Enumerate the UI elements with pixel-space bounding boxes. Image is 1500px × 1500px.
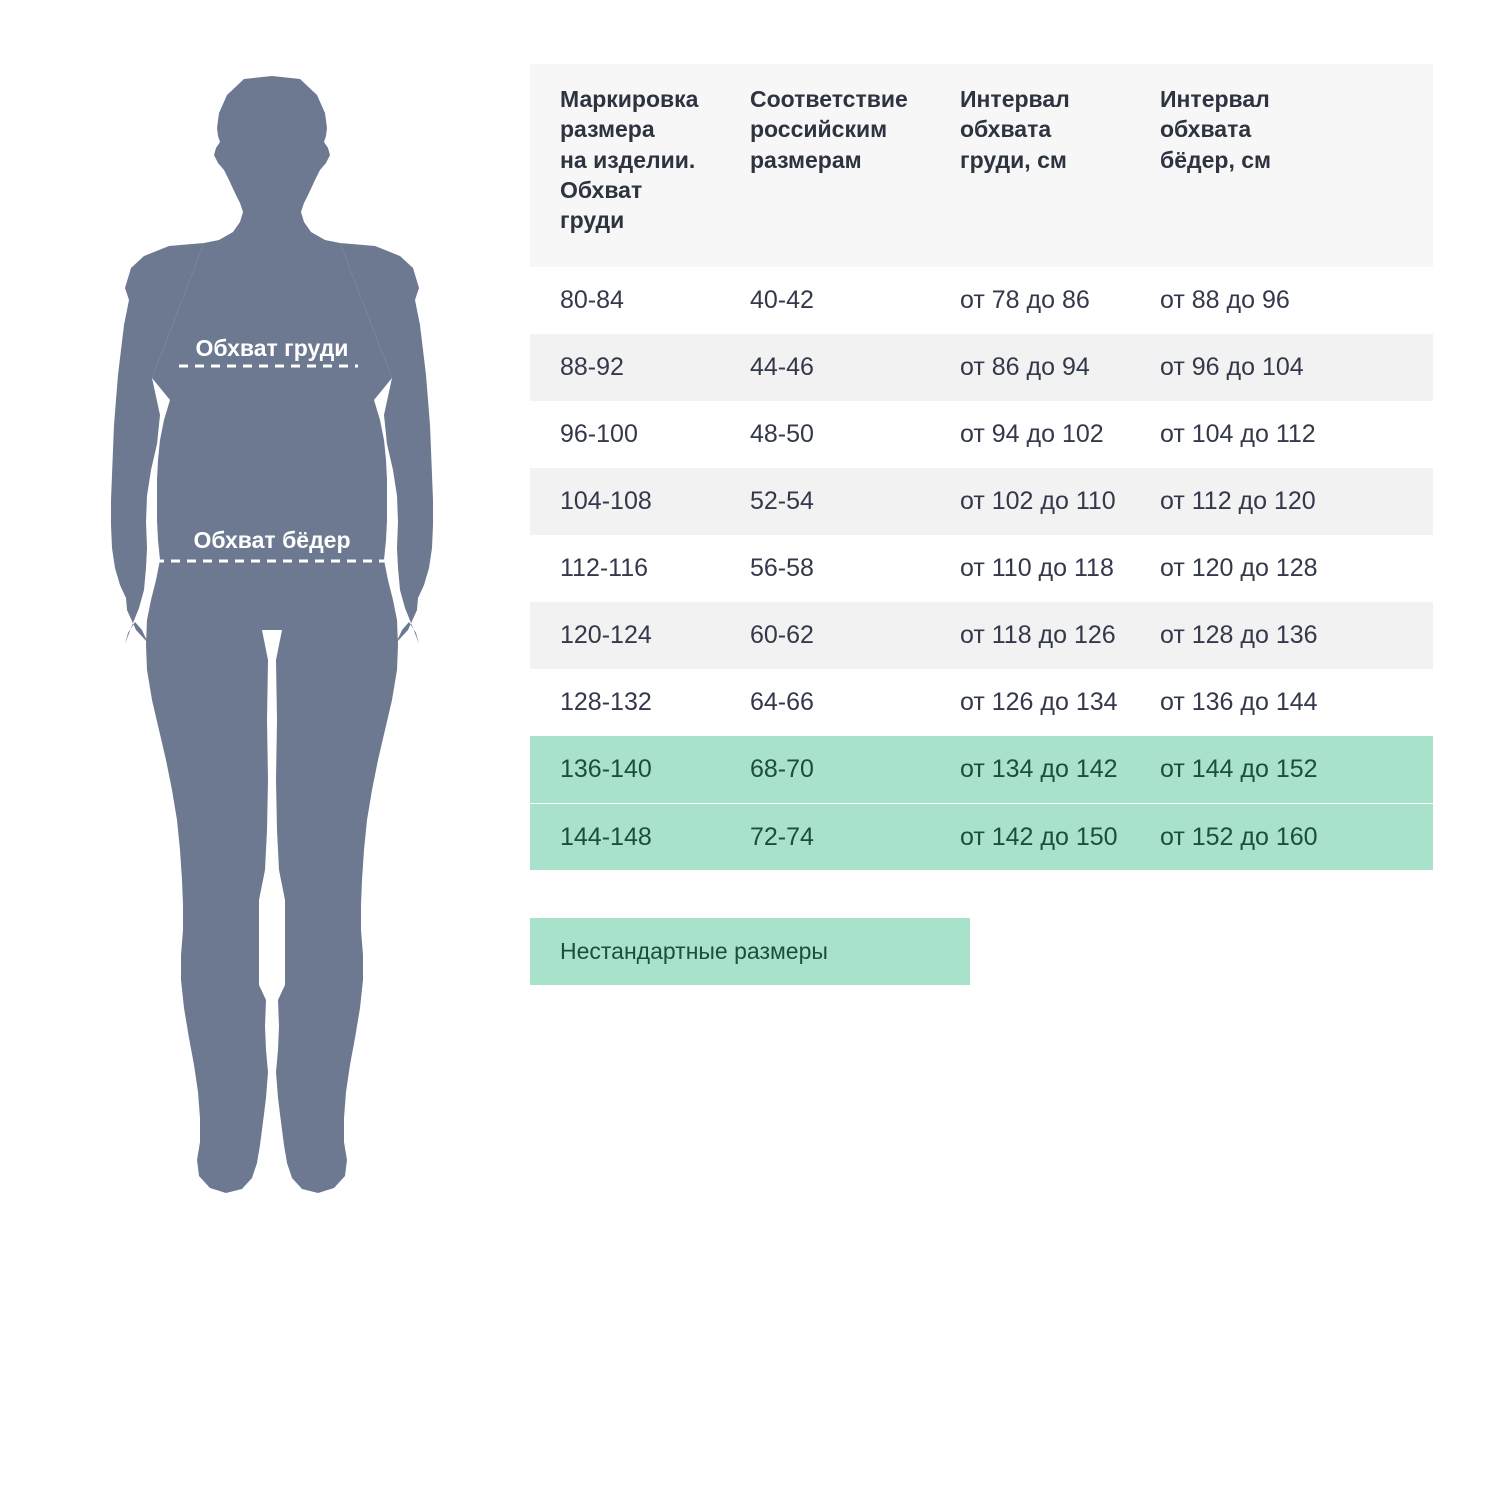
svg-text:Обхват груди: Обхват груди [196,335,349,361]
svg-text:Обхват бёдер: Обхват бёдер [193,527,350,553]
